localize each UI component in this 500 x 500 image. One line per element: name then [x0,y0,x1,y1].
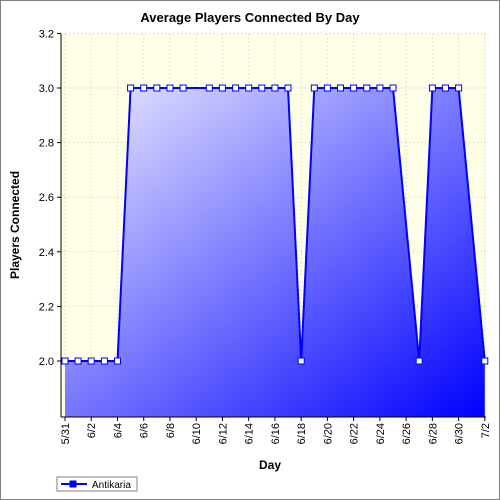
data-point-marker [166,84,174,92]
x-tick-label: 6/8 [165,423,177,438]
data-point-marker [271,84,279,92]
x-tick-label: 6/22 [349,423,361,444]
x-tick-label: 6/4 [112,423,124,438]
y-axis-label: Players Connected [8,171,22,279]
data-point-marker [350,84,358,92]
x-tick-label: 6/18 [296,423,308,444]
legend: Antikaria [56,476,138,492]
x-axis-label: Day [259,458,281,472]
y-tick-label: 2.8 [39,138,54,150]
legend-marker-swatch [69,480,77,488]
data-point-marker [127,84,135,92]
y-tick-label: 3.0 [39,83,54,95]
x-tick-label: 6/26 [401,423,413,444]
series-markers [61,84,489,365]
x-tick-label: 7/2 [480,423,492,438]
chart-title: Average Players Connected By Day [140,10,360,25]
legend-box [56,476,138,492]
area-fill [65,88,485,417]
x-tick-label: 6/28 [427,423,439,444]
y-tick-label: 2.0 [39,356,54,368]
data-point-marker [232,84,240,92]
data-point-marker [323,84,331,92]
data-point-marker [428,84,436,92]
data-point-marker [140,84,148,92]
data-point-marker [376,84,384,92]
legend-label-antikaria: Antikaria [92,480,131,491]
x-axis-ticks: 5/31 6/2 6/4 6/6 6/8 6/10 6/12 6/14 6/16 6/18 6/20… [60,417,492,444]
data-point-marker [179,84,187,92]
data-point-marker [415,357,423,365]
data-point-marker [100,357,108,365]
x-tick-label: 6/10 [191,423,203,444]
data-point-marker [114,357,121,365]
data-point-marker [297,357,305,365]
data-point-marker [245,84,253,92]
x-tick-label: 6/14 [244,423,256,444]
data-point-marker [87,357,95,365]
y-tick-label: 2.4 [39,247,54,259]
data-point-marker [363,84,371,92]
y-axis-ticks: 2.0 2.2 2.4 2.6 2.8 3.0 3.2 [39,28,61,368]
data-point-marker [205,84,213,92]
x-tick-label: 6/6 [139,423,151,438]
data-point-marker [258,84,266,92]
x-tick-label: 5/31 [60,423,72,444]
series-line-antikaria [65,87,486,362]
y-tick-label: 2.6 [39,192,54,204]
data-point-marker [455,84,463,92]
data-point-marker [481,357,489,365]
x-tick-label: 6/16 [270,423,282,444]
x-tick-label: 6/20 [322,423,334,444]
data-point-marker [284,84,292,92]
data-point-marker [442,84,449,92]
y-tick-label: 3.2 [39,28,54,40]
data-point-marker [310,84,318,92]
y-tick-label: 2.2 [39,301,54,313]
data-point-marker [218,84,226,92]
x-tick-label: 6/24 [375,423,387,444]
x-tick-label: 6/12 [217,423,229,444]
data-point-marker [337,84,344,92]
data-point-marker [61,357,69,365]
data-point-marker [389,84,397,92]
data-point-marker [74,357,82,365]
data-point-marker [153,84,161,92]
x-tick-label: 6/2 [86,423,98,438]
x-tick-label: 6/30 [454,423,466,444]
